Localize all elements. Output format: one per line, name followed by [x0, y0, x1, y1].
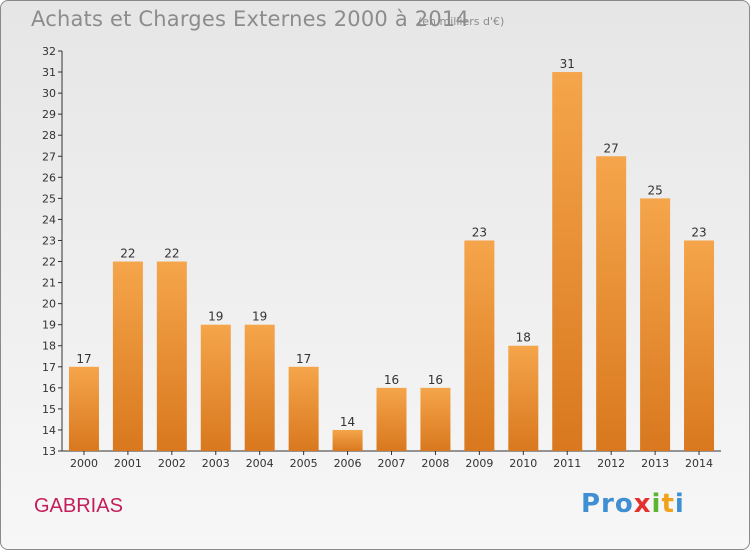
bar — [552, 72, 583, 451]
bar — [596, 156, 627, 451]
chart-title: Achats et Charges Externes 2000 à 2014 — [31, 7, 470, 31]
y-tick-label: 14 — [42, 424, 56, 437]
x-tick-label: 2006 — [334, 457, 362, 470]
data-label: 22 — [164, 247, 179, 261]
x-tick-label: 2012 — [597, 457, 625, 470]
bar — [156, 261, 187, 451]
bar — [508, 345, 539, 451]
y-tick-label: 15 — [42, 403, 56, 416]
x-tick-label: 2009 — [465, 457, 493, 470]
bar — [288, 366, 319, 451]
bars: 17 22 22 19 19 17 14 16 16 23 18 31 27 25 23 — [68, 57, 715, 451]
x-tick-label: 2007 — [378, 457, 406, 470]
proxiti-logo[interactable]: Proxiti — [581, 489, 685, 519]
data-label: 31 — [560, 57, 575, 71]
bar — [68, 366, 99, 451]
data-label: 23 — [691, 225, 706, 239]
bar — [200, 324, 231, 451]
y-tick-label: 23 — [42, 234, 56, 247]
data-label: 23 — [472, 225, 487, 239]
y-tick-label: 28 — [42, 129, 56, 142]
bar — [112, 261, 143, 451]
y-tick-label: 26 — [42, 171, 56, 184]
data-label: 19 — [208, 310, 223, 324]
y-tick-label: 25 — [42, 192, 56, 205]
y-tick-label: 20 — [42, 298, 56, 311]
y-tick-label: 18 — [42, 340, 56, 353]
data-label: 17 — [296, 352, 311, 366]
data-label: 16 — [428, 373, 443, 387]
y-tick-label: 29 — [42, 108, 56, 121]
y-tick-label: 13 — [42, 445, 56, 458]
y-tick-label: 21 — [42, 277, 56, 290]
x-tick-label: 2011 — [553, 457, 581, 470]
x-tick-label: 2005 — [290, 457, 318, 470]
x-tick-label: 2003 — [202, 457, 230, 470]
y-tick-label: 16 — [42, 382, 56, 395]
x-tick-label: 2010 — [509, 457, 537, 470]
y-tick-label: 32 — [42, 45, 56, 58]
y-tick-label: 27 — [42, 150, 56, 163]
bar — [464, 240, 495, 451]
bar — [684, 240, 715, 451]
data-label: 17 — [76, 352, 91, 366]
data-label: 25 — [647, 183, 662, 197]
y-tick-label: 24 — [42, 213, 56, 226]
y-tick-label: 22 — [42, 256, 56, 269]
data-label: 14 — [340, 415, 355, 429]
data-label: 18 — [516, 331, 531, 345]
commune-name: GABRIAS — [34, 495, 123, 517]
data-label: 19 — [252, 310, 267, 324]
x-tick-label: 2013 — [641, 457, 669, 470]
data-label: 27 — [604, 141, 619, 155]
x-tick-label: 2001 — [114, 457, 142, 470]
y-tick-label: 17 — [42, 361, 56, 374]
x-tick-label: 2000 — [70, 457, 98, 470]
x-tick-label: 2004 — [246, 457, 274, 470]
bar — [420, 387, 451, 451]
axes: 13 14 15 16 17 18 19 20 21 22 23 24 25 26 27 28 29 30 31 32… — [42, 45, 721, 470]
y-tick-label: 31 — [42, 66, 56, 79]
x-tick-label: 2002 — [158, 457, 186, 470]
bar — [244, 324, 275, 451]
bar — [640, 198, 671, 451]
bar — [376, 387, 407, 451]
data-label: 16 — [384, 373, 399, 387]
data-label: 22 — [120, 247, 135, 261]
y-tick-label: 30 — [42, 87, 56, 100]
x-tick-label: 2008 — [421, 457, 449, 470]
x-tick-label: 2014 — [685, 457, 713, 470]
y-tick-label: 19 — [42, 319, 56, 332]
bar — [332, 429, 363, 451]
chart-unit: (en milliers d'€) — [418, 15, 505, 28]
